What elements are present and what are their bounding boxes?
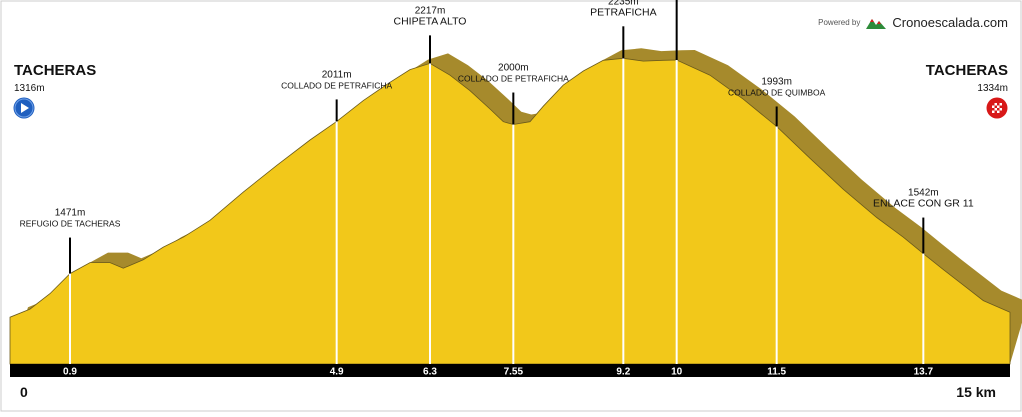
waypoint-name: CHIPETA ALTO: [394, 15, 467, 27]
branding[interactable]: Powered by Cronoescalada.com: [818, 15, 1008, 30]
start-elevation: 1316m: [14, 83, 45, 94]
start-location-name: TACHERAS: [14, 62, 97, 79]
distance-tick-label: 11.5: [767, 367, 786, 378]
waypoint-elevation: 2235m: [608, 0, 639, 7]
distance-tick-label: 0.9: [63, 367, 77, 378]
waypoint-name: COLLADO DE PETRAFICHA: [281, 80, 392, 90]
waypoint-elevation: 2217m: [415, 5, 446, 16]
finish-location-name: TACHERAS: [925, 62, 1008, 79]
finish-elevation: 1334m: [977, 83, 1008, 94]
profile-area: [9, 57, 1011, 365]
play-arrow-icon: [13, 97, 35, 119]
distance-axis-bar: [10, 364, 1010, 377]
waypoint-elevation: 1993m: [761, 76, 792, 87]
axis-end-label: 15 km: [956, 384, 996, 400]
distance-tick-label: 7.55: [504, 367, 524, 378]
checkered-flag-icon: [986, 97, 1008, 119]
profile-layer: [9, 48, 1022, 365]
waypoint-elevation: 2000m: [498, 63, 529, 74]
brand-name: Cronoescalada.com: [892, 15, 1008, 30]
mountain-logo-icon: [866, 18, 887, 29]
distance-tick-label: 6.3: [423, 367, 437, 378]
waypoint-name: PETRAFICHA: [590, 6, 657, 18]
distance-tick-label: 4.9: [330, 367, 344, 378]
distance-tick-label: 13.7: [914, 367, 934, 378]
waypoint-name: ENLACE CON GR 11: [873, 198, 974, 210]
waypoint-name: REFUGIO DE TACHERAS: [20, 219, 121, 229]
axis-start-label: 0: [20, 384, 28, 400]
waypoint-elevation: 1542m: [908, 188, 939, 199]
waypoint-name: COLLADO DE QUIMBOA: [728, 87, 826, 97]
distance-tick-label: 9.2: [616, 367, 630, 378]
powered-by-text: Powered by: [818, 18, 861, 27]
waypoint-name: COLLADO DE PETRAFICHA: [458, 74, 569, 84]
waypoint-elevation: 2011m: [322, 69, 352, 80]
waypoint-elevation: 1471m: [55, 208, 86, 219]
distance-tick-label: 10: [671, 367, 683, 378]
tick-label-layer: 0.9 4.9 6.3 7.55 9.2 10 11.5 13.7: [63, 367, 933, 378]
